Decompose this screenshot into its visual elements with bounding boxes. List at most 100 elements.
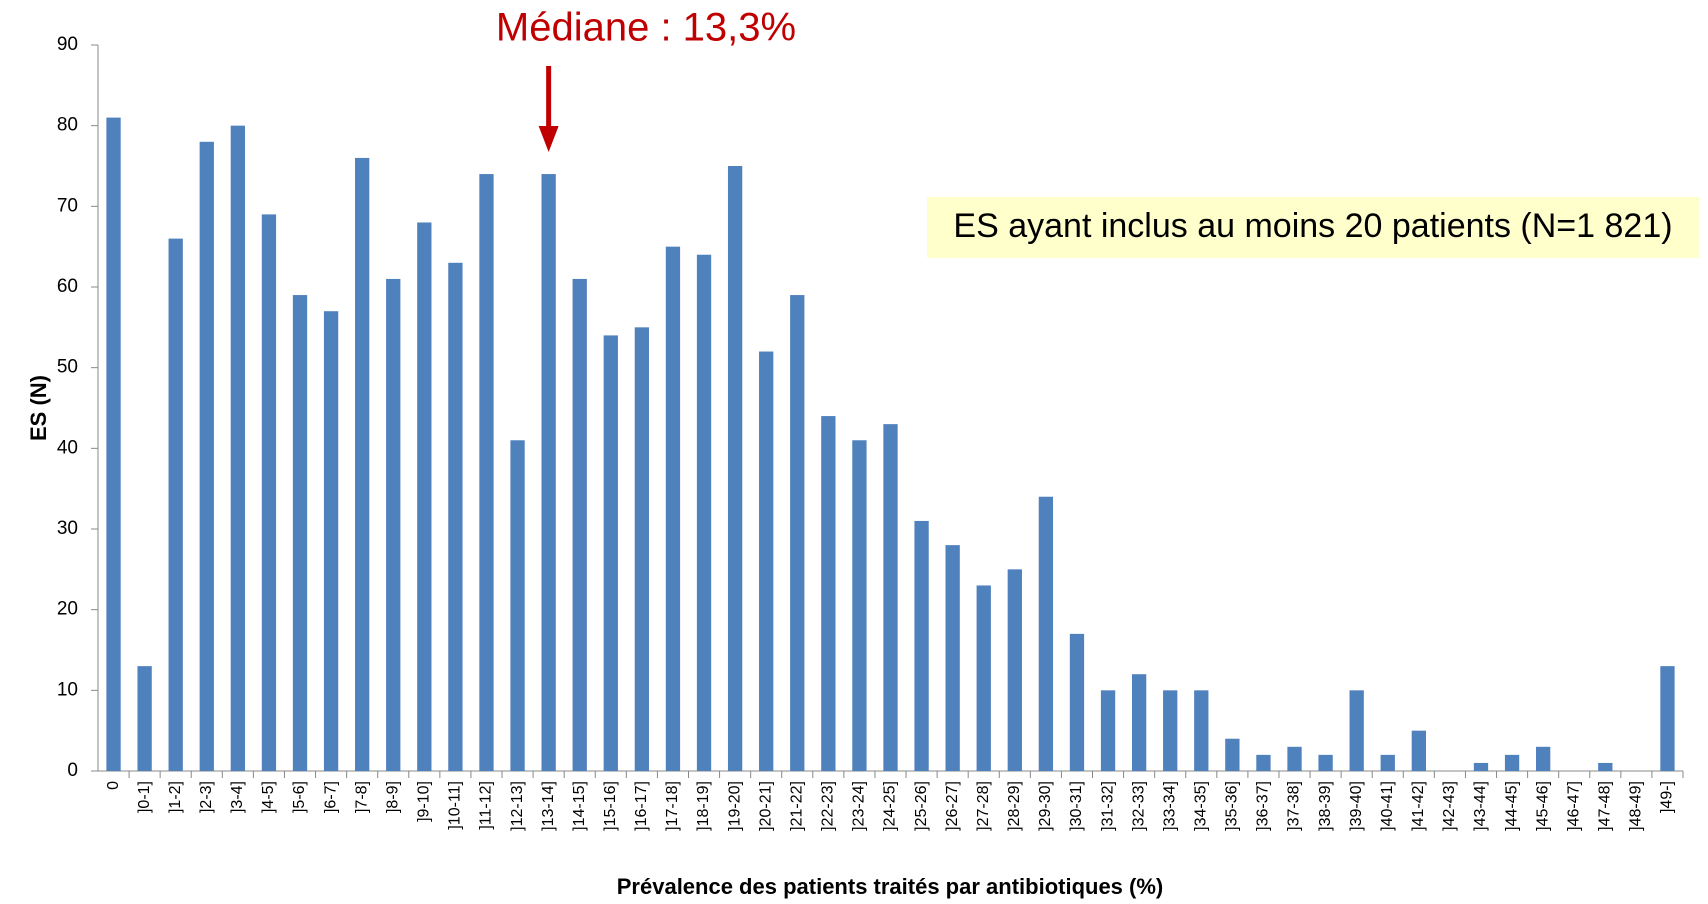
x-tick-label: ]21-22] — [788, 781, 805, 831]
x-tick-label: ]12-13] — [509, 781, 526, 831]
bar — [1411, 730, 1426, 771]
x-tick-label: ]49-] — [1659, 781, 1676, 813]
y-tick-label: 60 — [57, 276, 78, 297]
y-tick-label: 10 — [57, 679, 78, 700]
bar — [914, 520, 929, 771]
x-tick-label: ]8-9] — [384, 781, 401, 813]
bar — [1007, 569, 1022, 771]
bar — [852, 440, 867, 771]
x-tick-label: ]17-18] — [664, 781, 681, 831]
arrow-head — [538, 126, 559, 152]
y-tick-label: 50 — [57, 357, 78, 378]
bar — [1473, 762, 1489, 771]
bar — [1535, 746, 1551, 771]
y-tick-label: 30 — [57, 518, 78, 539]
x-tick-label: ]45-46] — [1534, 781, 1551, 831]
x-tick-label: ]1-2] — [167, 781, 184, 813]
x-tick-label: ]22-23] — [820, 781, 837, 831]
x-tick-label: ]38-39] — [1317, 781, 1334, 831]
bar — [1256, 754, 1271, 771]
bar — [634, 327, 650, 771]
bar — [1504, 754, 1520, 771]
x-tick-label: ]0-1] — [136, 781, 153, 813]
bar — [603, 335, 618, 771]
x-tick-label: ]33-34] — [1161, 781, 1178, 831]
x-axis-label: Prévalence des patients traités par anti… — [617, 874, 1164, 899]
bar — [417, 222, 432, 771]
annotation: Médiane : 13,3% — [496, 6, 796, 50]
x-tick-label: ]29-30] — [1037, 781, 1054, 831]
bar — [168, 238, 183, 772]
bar — [976, 585, 991, 771]
x-tick-label: ]15-16] — [602, 781, 619, 831]
annotation: ES ayant inclus au moins 20 patients (N=… — [953, 207, 1672, 245]
x-tick-label: ]25-26] — [913, 781, 930, 831]
y-tick-label: 20 — [57, 599, 78, 620]
x-tick-label: ]23-24] — [851, 781, 868, 831]
x-tick-label: ]32-33] — [1130, 781, 1147, 831]
x-tick-label: ]39-40] — [1348, 781, 1365, 831]
bar — [727, 166, 743, 771]
bar — [1349, 690, 1364, 771]
bar — [790, 295, 805, 771]
x-tick-label: ]31-32] — [1099, 781, 1116, 831]
x-tick-label: ]4-5] — [260, 781, 277, 813]
y-axis-label: ES (N) — [26, 375, 51, 441]
y-tick-label: 0 — [67, 760, 78, 781]
x-tick-label: ]43-44] — [1472, 781, 1489, 831]
bar — [1100, 690, 1116, 771]
bar — [448, 262, 463, 771]
bar — [292, 295, 308, 771]
bar — [1163, 690, 1178, 771]
bar — [541, 174, 556, 772]
x-tick-label: ]24-25] — [882, 781, 899, 831]
bar — [323, 311, 339, 771]
bar — [386, 278, 401, 771]
x-tick-label: 0 — [105, 781, 122, 790]
bar — [479, 174, 494, 772]
x-tick-label: ]20-21] — [757, 781, 774, 831]
x-tick-label: ]13-14] — [540, 781, 557, 831]
x-tick-label: ]37-38] — [1286, 781, 1303, 831]
bar — [199, 141, 214, 772]
x-tick-label: ]3-4] — [229, 781, 246, 813]
bar — [1194, 690, 1209, 771]
x-tick-label: ]19-20] — [726, 781, 743, 831]
x-tick-label: ]2-3] — [198, 781, 215, 813]
x-tick-label: ]40-41] — [1379, 781, 1396, 831]
x-tick-label: ]42-43] — [1441, 781, 1458, 831]
bar — [261, 214, 277, 771]
bar — [355, 157, 370, 771]
x-tick-label: ]27-28] — [975, 781, 992, 831]
bar — [1287, 746, 1302, 771]
bar — [821, 416, 836, 771]
x-tick-label: ]28-29] — [1006, 781, 1023, 831]
x-tick-label: ]16-17] — [633, 781, 650, 831]
x-tick-label: ]26-27] — [944, 781, 961, 831]
bar — [883, 424, 898, 771]
x-tick-label: ]35-36] — [1224, 781, 1241, 831]
bar — [945, 545, 960, 771]
bar — [1598, 762, 1613, 771]
bar — [1225, 738, 1240, 771]
x-tick-label: ]5-6] — [291, 781, 308, 813]
x-tick-label: ]34-35] — [1193, 781, 1210, 831]
x-tick-label: ]46-47] — [1565, 781, 1582, 831]
bar — [759, 351, 774, 771]
x-tick-label: ]30-31] — [1068, 781, 1085, 831]
bar — [1318, 754, 1333, 771]
bar — [1660, 666, 1675, 771]
x-tick-label: ]48-49] — [1628, 781, 1645, 831]
x-tick-label: ]14-15] — [571, 781, 588, 831]
bar — [572, 278, 587, 771]
x-tick-label: ]47-48] — [1597, 781, 1614, 831]
bar — [1380, 754, 1395, 771]
x-tick-label: ]10-11] — [447, 781, 464, 830]
bar — [665, 246, 681, 771]
annotation-box — [927, 197, 1699, 258]
x-tick-label: ]41-42] — [1410, 781, 1427, 831]
x-tick-label: ]7-8] — [353, 781, 370, 813]
x-tick-label: ]18-19] — [695, 781, 712, 831]
x-tick-label: ]44-45] — [1503, 781, 1520, 831]
